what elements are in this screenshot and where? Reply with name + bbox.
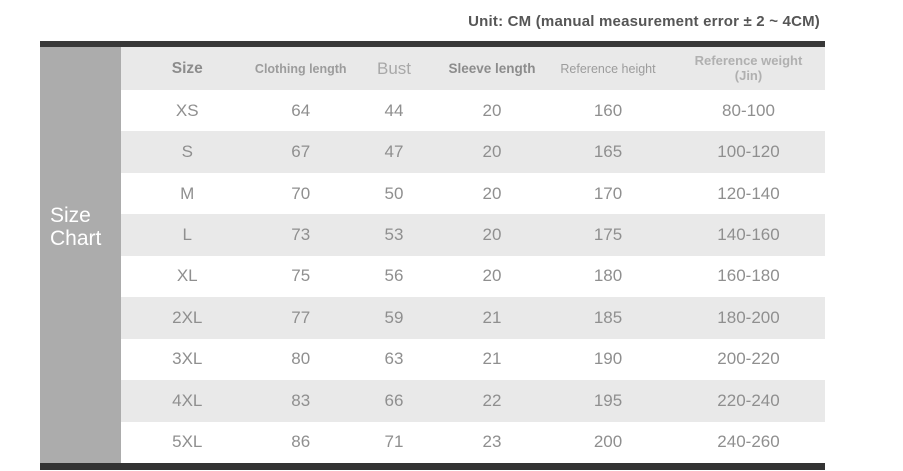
cell-reference_weight: 240-260	[672, 421, 825, 463]
cell-reference_height: 165	[544, 131, 672, 173]
cell-bust: 63	[348, 338, 440, 381]
cell-sleeve_length: 20	[440, 214, 544, 256]
table-bottom-border	[40, 463, 825, 470]
column-header-reference_height: Reference height	[544, 47, 672, 90]
cell-bust: 56	[348, 255, 440, 298]
cell-sleeve_length: 20	[440, 90, 544, 132]
cell-size: S	[121, 131, 254, 173]
cell-bust: 66	[348, 380, 440, 422]
cell-sleeve_length: 23	[440, 421, 544, 463]
cell-size: M	[121, 172, 254, 215]
cell-reference_weight: 140-160	[672, 214, 825, 256]
cell-bust: 53	[348, 214, 440, 256]
cell-bust: 44	[348, 90, 440, 132]
cell-reference_weight: 200-220	[672, 338, 825, 381]
cell-bust: 47	[348, 131, 440, 173]
cell-bust: 59	[348, 297, 440, 339]
cell-size: 4XL	[121, 380, 254, 422]
cell-bust: 50	[348, 172, 440, 215]
column-header-clothing_length: Clothing length	[253, 47, 348, 90]
unit-note: Unit: CM (manual measurement error ± 2 ~…	[468, 13, 820, 30]
table-grid: Size Clothing length Bust Sleeve length Refe…	[121, 47, 825, 463]
cell-reference_weight: 80-100	[672, 90, 825, 132]
cell-reference_weight: 120-140	[672, 172, 825, 215]
cell-clothing_length: 86	[253, 421, 348, 463]
cell-sleeve_length: 20	[440, 255, 544, 298]
cell-reference_height: 190	[544, 338, 672, 381]
cell-clothing_length: 67	[253, 131, 348, 173]
cell-size: XL	[121, 255, 254, 298]
cell-sleeve_length: 21	[440, 297, 544, 339]
cell-sleeve_length: 20	[440, 172, 544, 215]
cell-sleeve_length: 20	[440, 131, 544, 173]
column-header-reference_weight: Reference weight (Jin)	[672, 47, 825, 90]
size-chart-table: Size Chart Size Clothing length Bust Sleeve…	[40, 41, 825, 470]
cell-reference_height: 175	[544, 214, 672, 256]
cell-clothing_length: 77	[253, 297, 348, 339]
cell-reference_height: 180	[544, 255, 672, 298]
cell-reference_weight: 180-200	[672, 297, 825, 339]
cell-clothing_length: 83	[253, 380, 348, 422]
column-header-bust: Bust	[348, 47, 440, 90]
cell-reference_weight: 100-120	[672, 131, 825, 173]
cell-reference_height: 160	[544, 90, 672, 132]
cell-clothing_length: 64	[253, 90, 348, 132]
size-chart-side-label: Size Chart	[40, 47, 121, 463]
cell-clothing_length: 73	[253, 214, 348, 256]
cell-reference_height: 200	[544, 421, 672, 463]
cell-reference_height: 185	[544, 297, 672, 339]
cell-reference_height: 195	[544, 380, 672, 422]
table-body: Size Chart Size Clothing length Bust Sleeve…	[40, 47, 825, 463]
cell-size: XS	[121, 90, 254, 132]
cell-sleeve_length: 21	[440, 338, 544, 381]
cell-clothing_length: 70	[253, 172, 348, 215]
cell-clothing_length: 75	[253, 255, 348, 298]
size-chart-label-text: Size Chart	[50, 203, 102, 250]
cell-clothing_length: 80	[253, 338, 348, 381]
cell-sleeve_length: 22	[440, 380, 544, 422]
cell-size: 2XL	[121, 297, 254, 339]
table-top-border	[40, 41, 825, 47]
cell-reference_height: 170	[544, 172, 672, 215]
cell-reference_weight: 160-180	[672, 255, 825, 298]
cell-size: 3XL	[121, 338, 254, 381]
column-header-sleeve_length: Sleeve length	[440, 47, 544, 90]
column-header-size: Size	[121, 47, 254, 90]
cell-size: 5XL	[121, 421, 254, 463]
cell-reference_weight: 220-240	[672, 380, 825, 422]
cell-size: L	[121, 214, 254, 256]
cell-bust: 71	[348, 421, 440, 463]
